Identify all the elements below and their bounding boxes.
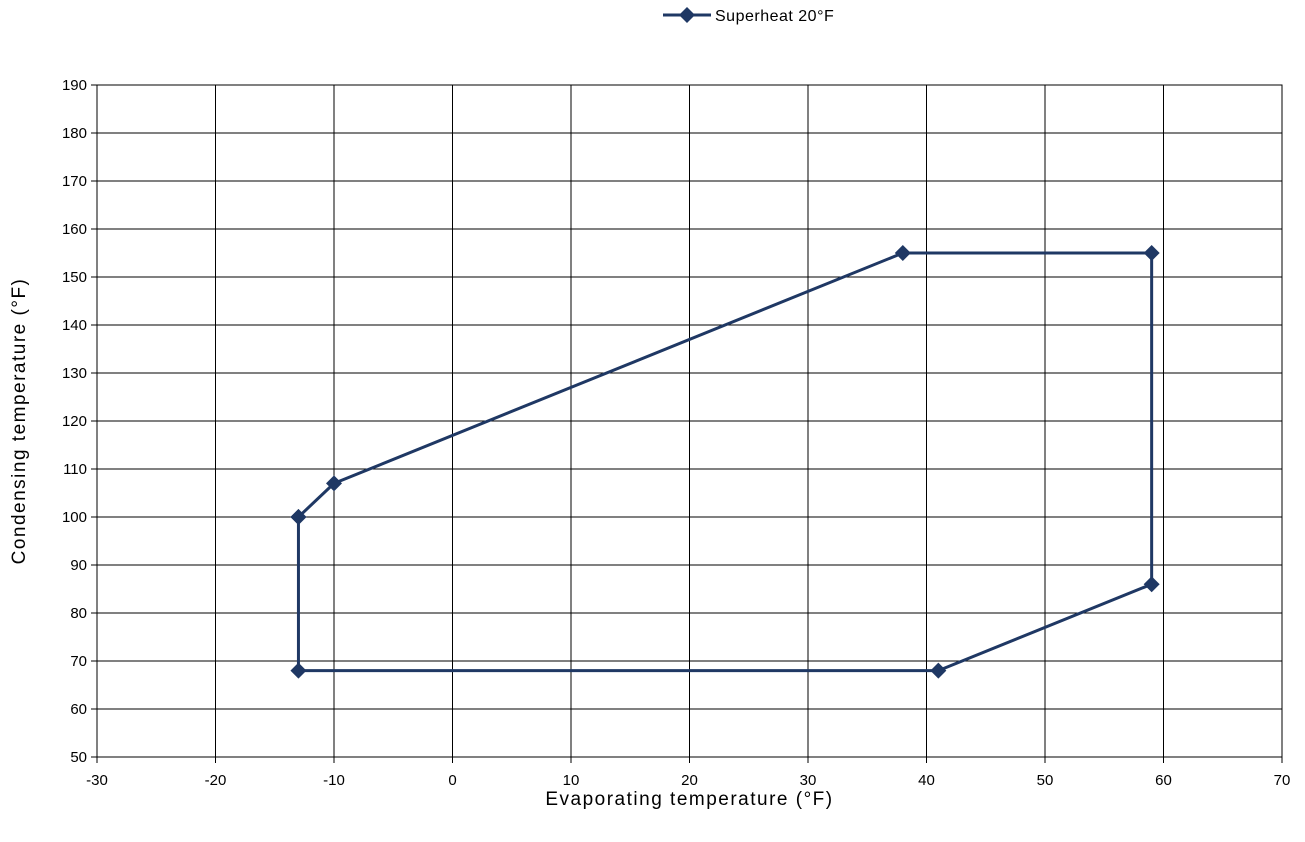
y-tick-label: 180 xyxy=(62,125,87,142)
x-tick-label: 50 xyxy=(1037,772,1054,789)
x-axis-label: Evaporating temperature (°F) xyxy=(545,789,833,810)
data-point-diamond xyxy=(326,475,342,492)
legend: Superheat 20°F xyxy=(663,7,834,25)
y-tick-label: 120 xyxy=(62,413,87,430)
data-point-diamond xyxy=(930,662,947,679)
legend-diamond-marker xyxy=(679,7,695,23)
y-tick-label: 130 xyxy=(62,365,87,382)
x-tick-label: 30 xyxy=(800,772,817,789)
x-tick-label: 0 xyxy=(448,772,456,789)
data-point-diamond xyxy=(290,662,307,679)
x-tick-label: -30 xyxy=(86,772,108,789)
x-tick-label: 10 xyxy=(563,772,580,789)
y-tick-label: 190 xyxy=(62,77,87,94)
y-tick-label: 80 xyxy=(70,605,87,622)
y-tick-label: 110 xyxy=(63,461,87,478)
x-tick-label: 40 xyxy=(918,772,935,789)
y-tick-label: 70 xyxy=(70,653,87,670)
tick-labels: 5060708090100110120130140150160170180190… xyxy=(62,77,1290,789)
x-tick-label: -20 xyxy=(205,772,227,789)
y-tick-label: 150 xyxy=(62,269,87,286)
legend-label: Superheat 20°F xyxy=(715,8,834,25)
series-line xyxy=(296,251,1154,673)
x-tick-label: -10 xyxy=(323,772,345,789)
series xyxy=(290,245,1160,679)
data-point-diamond xyxy=(290,509,307,525)
x-tick-label: 70 xyxy=(1274,772,1291,789)
y-axis-label: Condensing temperature (°F) xyxy=(9,278,30,565)
grid xyxy=(96,84,1283,758)
y-tick-label: 100 xyxy=(62,509,87,526)
data-point-diamond xyxy=(894,245,911,261)
x-tick-label: 60 xyxy=(1155,772,1172,789)
y-tick-label: 90 xyxy=(70,557,87,574)
data-point-diamond xyxy=(1143,576,1160,593)
data-point-diamond xyxy=(1143,245,1160,261)
y-tick-label: 170 xyxy=(62,173,87,190)
y-tick-label: 140 xyxy=(62,317,87,334)
y-tick-label: 50 xyxy=(70,749,87,766)
x-tick-label: 20 xyxy=(681,772,698,789)
y-tick-label: 160 xyxy=(62,221,87,238)
y-tick-label: 60 xyxy=(70,701,87,718)
